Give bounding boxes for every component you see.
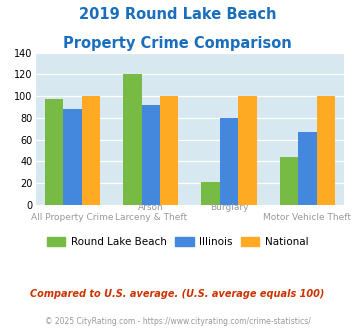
Bar	[280, 157, 298, 205]
Bar	[142, 105, 160, 205]
Text: Property Crime Comparison: Property Crime Comparison	[63, 36, 292, 51]
Text: Arson: Arson	[138, 203, 164, 212]
Bar	[201, 182, 220, 205]
Bar	[63, 109, 82, 205]
Bar	[123, 75, 142, 205]
Text: 2019 Round Lake Beach: 2019 Round Lake Beach	[79, 7, 276, 21]
Text: © 2025 CityRating.com - https://www.cityrating.com/crime-statistics/: © 2025 CityRating.com - https://www.city…	[45, 317, 310, 326]
Bar	[220, 118, 238, 205]
Bar	[298, 132, 317, 205]
Text: All Property Crime: All Property Crime	[31, 213, 114, 222]
Text: Motor Vehicle Theft: Motor Vehicle Theft	[263, 213, 351, 222]
Bar	[238, 96, 257, 205]
Bar	[317, 96, 335, 205]
Bar	[45, 99, 63, 205]
Text: Burglary: Burglary	[210, 203, 248, 212]
Legend: Round Lake Beach, Illinois, National: Round Lake Beach, Illinois, National	[43, 233, 312, 251]
Text: Compared to U.S. average. (U.S. average equals 100): Compared to U.S. average. (U.S. average …	[30, 289, 325, 299]
Bar	[82, 96, 100, 205]
Bar	[160, 96, 179, 205]
Text: Larceny & Theft: Larceny & Theft	[115, 213, 187, 222]
